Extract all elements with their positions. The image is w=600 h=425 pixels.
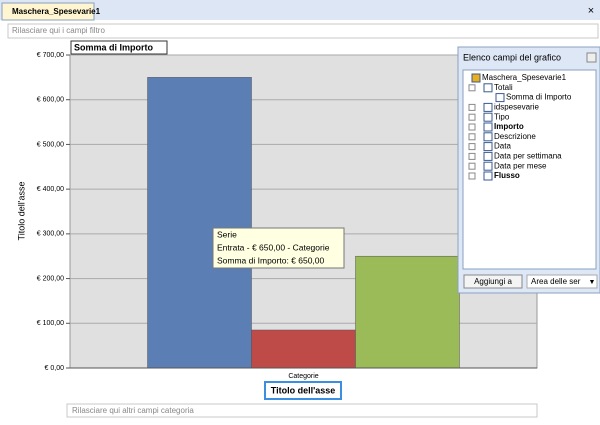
expand-box <box>468 84 476 92</box>
y-tick-label: € 100,00 <box>37 320 64 327</box>
field-item[interactable]: Somma di Importo <box>506 93 572 102</box>
y-tick-label: € 500,00 <box>37 141 64 148</box>
tooltip <box>212 227 345 269</box>
field-icon <box>483 83 493 93</box>
field-item[interactable]: idspesevarie <box>494 103 539 112</box>
y-axis-title: Titolo dell'asse <box>16 182 26 241</box>
close-button[interactable]: × <box>588 5 594 17</box>
expand-box <box>468 103 476 111</box>
expand-box <box>468 113 476 121</box>
category-zone <box>66 403 538 418</box>
expand-box <box>468 162 476 170</box>
tooltip-line: Entrata - € 650,00 - Categorie <box>217 242 330 252</box>
field-icon <box>483 112 493 122</box>
add-button[interactable] <box>463 274 523 289</box>
field-icon <box>495 93 505 103</box>
area-dropdown[interactable] <box>526 274 598 289</box>
field-icon <box>483 161 493 171</box>
field-icon <box>483 142 493 152</box>
field-item[interactable]: Maschera_Spesevarie1 <box>482 73 567 82</box>
expand-box <box>468 133 476 141</box>
panel-title: Elenco campi del grafico <box>463 52 561 62</box>
expand-box <box>468 152 476 160</box>
field-list-panel: Elenco campi del grafico Aggiungi a Area… <box>457 46 600 294</box>
field-icon <box>483 132 493 142</box>
field-icon <box>483 171 493 181</box>
x-tick-label: Categorie <box>288 373 318 380</box>
field-item[interactable]: Data <box>494 142 511 151</box>
field-item[interactable]: Data per settimana <box>494 152 562 161</box>
y-tick-label: € 0,00 <box>45 365 65 372</box>
filter-zone <box>7 23 599 39</box>
dropdown-arrow: ▼ <box>589 279 596 286</box>
area-dropdown-label: Area delle ser <box>531 277 581 286</box>
y-tick-label: € 300,00 <box>37 231 64 238</box>
field-item[interactable]: Data per mese <box>494 161 547 170</box>
tab-bar <box>0 0 600 20</box>
y-tick-label: € 600,00 <box>37 97 64 104</box>
x-axis-title: Titolo dell'asse <box>271 385 336 395</box>
field-item[interactable]: Descrizione <box>494 132 536 141</box>
y-tick-label: € 700,00 <box>37 52 64 59</box>
field-icon <box>483 102 493 112</box>
panel-close[interactable] <box>586 52 597 63</box>
field-icon <box>483 122 493 132</box>
expand-box <box>468 123 476 131</box>
field-icon <box>471 73 481 83</box>
expand-box <box>468 143 476 151</box>
add-button-label: Aggiungi a <box>474 277 512 286</box>
tooltip-line: Somma di Importo: € 650,00 <box>217 255 325 265</box>
bar <box>355 255 460 369</box>
field-icon <box>483 151 493 161</box>
chart-title: Somma di Importo <box>74 42 154 52</box>
filter-zone-label: Rilasciare qui i campi filtro <box>12 26 105 35</box>
bar <box>251 329 356 369</box>
field-item[interactable]: Flusso <box>494 171 520 180</box>
x-axis-title-box[interactable] <box>264 381 342 400</box>
tab[interactable] <box>1 2 95 21</box>
field-item[interactable]: Importo <box>494 122 524 131</box>
y-tick-label: € 200,00 <box>37 275 64 282</box>
expand-box <box>468 172 476 180</box>
bar <box>147 77 252 369</box>
category-zone-label: Rilasciare qui altri campi categoria <box>72 406 194 415</box>
y-tick-label: € 400,00 <box>37 186 64 193</box>
field-item[interactable]: Totali <box>494 83 513 92</box>
chart-title-box <box>70 40 168 55</box>
field-item[interactable]: Tipo <box>494 112 510 121</box>
tooltip-line: Serie <box>217 229 237 239</box>
tab-title: Maschera_Spesevarie1 <box>12 7 101 16</box>
